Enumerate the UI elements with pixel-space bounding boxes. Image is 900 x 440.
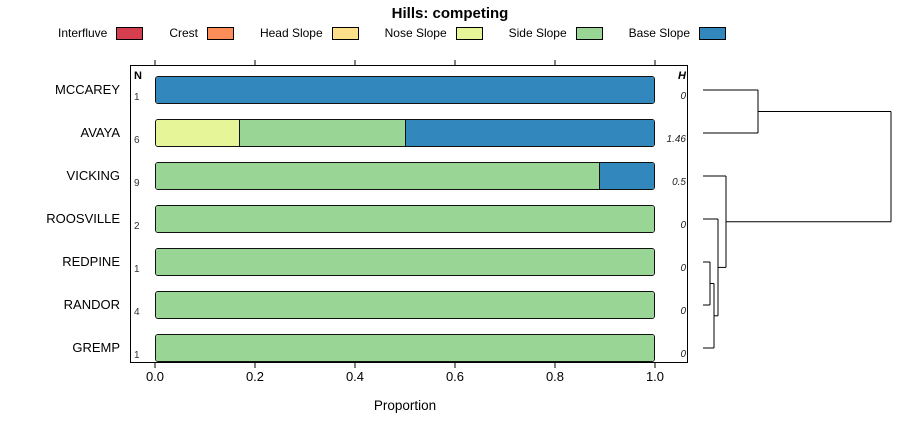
n-value-vicking: 9 [134, 178, 140, 189]
category-label-redpine: REDPINE [62, 254, 120, 269]
legend-item-interfluve: Interfluve [58, 26, 144, 40]
nose-slope-swatch [455, 26, 483, 40]
head-slope-swatch [331, 26, 359, 40]
n-value-gremp: 1 [134, 350, 140, 361]
n-column-header: N [134, 70, 142, 82]
h-value-vicking: 0.5 [672, 177, 686, 188]
segment-avaya-nose-slope [156, 120, 240, 146]
segment-roosville-side-slope [156, 206, 654, 232]
legend-label-side-slope: Side Slope [508, 26, 567, 40]
plot-area [130, 65, 688, 363]
segment-avaya-base-slope [404, 120, 654, 146]
legend-label-head-slope: Head Slope [259, 26, 323, 40]
x-tick-label-0.6: 0.6 [445, 369, 465, 384]
h-value-mccarey: 0 [680, 91, 686, 102]
h-value-redpine: 0 [680, 263, 686, 274]
n-value-avaya: 6 [134, 135, 140, 146]
segment-randor-side-slope [156, 292, 654, 318]
bar-redpine [155, 248, 655, 276]
crest-swatch [206, 26, 234, 40]
category-label-gremp: GREMP [72, 340, 120, 355]
bar-vicking [155, 162, 655, 190]
legend-label-nose-slope: Nose Slope [384, 26, 447, 40]
x-tick-label-1.0: 1.0 [645, 369, 665, 384]
h-column-header: H [678, 70, 686, 82]
bar-roosville [155, 205, 655, 233]
x-tick-label-0.0: 0.0 [145, 369, 165, 384]
h-value-randor: 0 [680, 306, 686, 317]
segment-avaya-side-slope [239, 120, 405, 146]
h-value-gremp: 0 [680, 349, 686, 360]
x-tick-label-0.8: 0.8 [545, 369, 565, 384]
legend-label-crest: Crest [169, 26, 198, 40]
n-value-roosville: 2 [134, 221, 140, 232]
segment-vicking-side-slope [156, 163, 599, 189]
chart-title: Hills: competing [391, 5, 509, 22]
n-value-mccarey: 1 [134, 92, 140, 103]
category-label-vicking: VICKING [66, 168, 120, 183]
legend-item-base-slope: Base Slope [629, 26, 726, 40]
legend-item-side-slope: Side Slope [509, 26, 603, 40]
category-label-randor: RANDOR [63, 297, 120, 312]
category-label-avaya: AVAYA [80, 125, 121, 140]
legend-label-base-slope: Base Slope [628, 26, 690, 40]
legend-item-crest: Crest [169, 26, 234, 40]
segment-vicking-base-slope [598, 163, 654, 189]
x-tick-label-0.4: 0.4 [345, 369, 365, 384]
base-slope-swatch [699, 26, 726, 40]
side-slope-swatch [575, 26, 603, 40]
category-label-mccarey: MCCAREY [54, 82, 120, 97]
h-value-avaya: 1.46 [666, 134, 686, 145]
segment-redpine-side-slope [156, 249, 654, 275]
bar-mccarey [155, 76, 655, 104]
legend-item-head-slope: Head Slope [260, 26, 359, 40]
legend-item-nose-slope: Nose Slope [385, 26, 483, 40]
category-label-roosville: ROOSVILLE [46, 211, 120, 226]
bar-gremp [155, 334, 655, 362]
legend-label-interfluve: Interfluve [58, 26, 108, 40]
n-value-randor: 4 [134, 307, 140, 318]
interfluve-swatch [116, 26, 144, 40]
segment-mccarey-base-slope [156, 77, 654, 103]
legend: Interfluve Crest Head Slope Nose Slope Side … [58, 26, 726, 40]
x-tick-label-0.2: 0.2 [245, 369, 265, 384]
h-value-roosville: 0 [680, 220, 686, 231]
n-value-redpine: 1 [134, 264, 140, 275]
bar-randor [155, 291, 655, 319]
x-axis-label: Proportion [373, 398, 437, 413]
bar-avaya [155, 119, 655, 147]
segment-gremp-side-slope [156, 335, 654, 361]
